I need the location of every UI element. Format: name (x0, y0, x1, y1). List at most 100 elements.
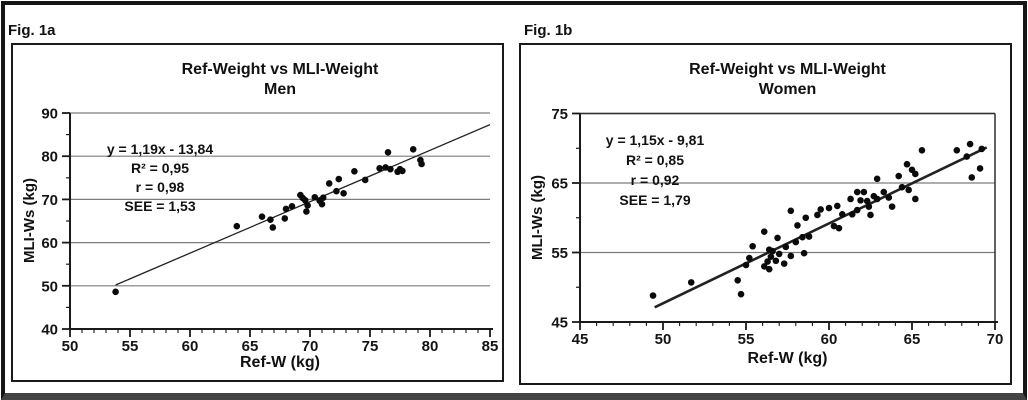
regression-annotation: y = 1,19x - 13,84 R² = 0,95 r = 0,98 SEE… (50, 140, 270, 216)
data-point (258, 213, 266, 220)
data-point (333, 187, 340, 195)
data-point (351, 168, 358, 175)
data-point (384, 149, 392, 156)
data-point (792, 238, 800, 246)
data-point (867, 211, 874, 219)
data-point (311, 193, 319, 201)
x-tick-label: 55 (738, 331, 755, 348)
data-point (269, 224, 277, 231)
x-tick-label: 70 (302, 338, 319, 355)
data-point (857, 197, 864, 204)
data-point (978, 145, 986, 153)
chart-title: Ref-Weight vs MLI-Weight Men (70, 60, 490, 100)
data-point (800, 249, 808, 257)
data-point (830, 222, 838, 230)
y-tick-label: 75 (551, 106, 568, 123)
y-tick-label: 80 (41, 149, 58, 166)
r-squared-value: R² = 0,95 (131, 160, 189, 176)
trendline (115, 124, 491, 286)
data-point (772, 257, 780, 265)
figure-panel-men: 40 50 60 70 80 90 50 55 60 65 70 75 80 85 Ref-Weight … (11, 43, 504, 382)
x-tick-label: 85 (482, 338, 499, 355)
y-axis-title: MLI-Ws (kg) (21, 178, 38, 264)
data-point (767, 253, 775, 260)
data-point (281, 215, 289, 222)
x-tick-label: 50 (655, 331, 672, 348)
data-point (361, 176, 369, 184)
figure-label-1b: Fig. 1b (524, 22, 573, 39)
data-point (885, 194, 893, 201)
data-point (760, 228, 768, 235)
x-tick-label: 70 (987, 331, 1004, 348)
data-point (834, 202, 841, 210)
y-axis-title: MLI-Ws (kg) (529, 175, 546, 260)
data-point (687, 279, 695, 286)
data-point (764, 258, 771, 265)
data-point (853, 206, 861, 214)
data-point (912, 170, 919, 178)
data-point (282, 205, 290, 213)
chart-title-line1: Ref-Weight vs MLI-Weight (181, 61, 379, 78)
y-tick-label: 45 (551, 315, 568, 332)
data-point (880, 188, 888, 196)
data-point (814, 211, 821, 219)
y-tick-label: 60 (41, 235, 58, 252)
data-point (895, 172, 903, 180)
r-value: r = 0,98 (135, 179, 185, 195)
data-point (782, 243, 790, 251)
figure-panel-women: 45 55 65 75 45 50 55 60 65 70 Ref-Weight vs MLI-W… (519, 43, 1012, 385)
x-tick-label: 55 (122, 338, 139, 355)
data-point (838, 210, 846, 218)
scatter-plot-women: 45 55 65 75 45 50 55 60 65 70 (551, 106, 1004, 348)
data-point (340, 190, 347, 197)
data-point (817, 206, 824, 213)
data-point (853, 188, 861, 196)
data-point (976, 165, 984, 172)
data-point (775, 250, 783, 258)
data-point (649, 292, 657, 299)
data-point (873, 195, 881, 203)
regression-equation: y = 1,19x - 13,84 (106, 141, 214, 157)
data-point (805, 233, 813, 240)
regression-equation: y = 1,15x - 9,81 (605, 132, 705, 148)
data-point (799, 233, 806, 241)
data-point (787, 252, 795, 260)
data-point (888, 203, 896, 210)
data-point (288, 203, 296, 210)
y-tick-label: 65 (551, 176, 568, 193)
x-tick-label: 50 (62, 338, 79, 355)
x-axis-title: Ref-W (kg) (747, 350, 828, 367)
data-point (267, 216, 274, 224)
r-value: r = 0,92 (630, 172, 680, 188)
data-point (112, 288, 119, 296)
data-point (409, 145, 417, 153)
data-point (953, 147, 961, 154)
data-point (848, 210, 856, 218)
data-point (765, 265, 773, 273)
data-point (387, 165, 394, 173)
data-point (737, 290, 745, 298)
data-point (905, 186, 912, 194)
data-point (968, 174, 976, 181)
x-tick-label: 80 (422, 338, 439, 355)
data-point (835, 224, 843, 232)
data-point (376, 164, 383, 172)
data-point (873, 175, 881, 183)
data-point (399, 167, 406, 175)
data-point (966, 140, 974, 148)
data-point (325, 180, 333, 187)
figure-label-1a: Fig. 1a (8, 22, 56, 39)
r-squared-value: R² = 0,85 (626, 152, 684, 168)
chart-title: Ref-Weight vs MLI-Weight Women (580, 60, 995, 100)
x-tick-label: 65 (904, 331, 921, 348)
data-point (233, 222, 241, 230)
chart-title-line2: Men (264, 81, 296, 98)
data-point (787, 207, 795, 215)
y-tick-label: 40 (41, 322, 58, 339)
x-tick-label: 75 (362, 338, 379, 355)
chart-title-line1: Ref-Weight vs MLI-Weight (689, 61, 886, 78)
data-point (318, 200, 326, 208)
trendline (654, 146, 988, 309)
data-point (802, 214, 810, 222)
data-point (742, 261, 750, 269)
